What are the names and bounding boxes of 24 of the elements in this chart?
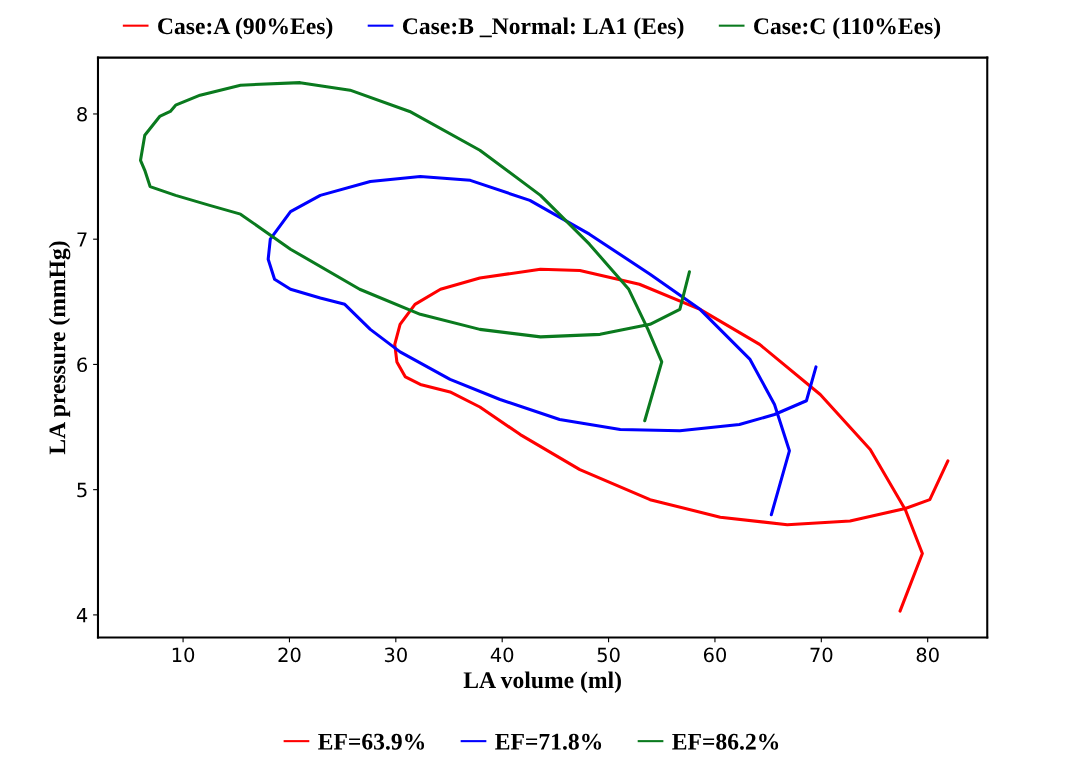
x-tick-label: 70 xyxy=(810,647,833,663)
x-tick-label: 50 xyxy=(597,647,620,663)
text: EF=71.8% xyxy=(495,733,602,750)
text: EF=86.2% xyxy=(672,733,779,750)
y-tick-label: 7 xyxy=(77,232,87,247)
x-tick-label: 40 xyxy=(490,647,514,663)
legend-label: Case:A (90%Ees) xyxy=(158,17,333,39)
x-tick-label: 20 xyxy=(278,647,301,663)
x-tick-label: 60 xyxy=(703,647,727,663)
line-series xyxy=(266,175,818,517)
line-series xyxy=(139,81,691,423)
x-axis-title: LA volume (ml) xyxy=(463,671,621,693)
x-tick-label: 30 xyxy=(384,647,407,663)
y-tick-label: 4 xyxy=(76,608,88,623)
x-tick-label: 10 xyxy=(172,647,195,663)
text: EF=63.9% xyxy=(318,733,425,750)
y-axis-title: LA pressure (mmHg) xyxy=(48,241,71,455)
legend-label: Case:B _Normal: LA1 (Ees) xyxy=(402,17,684,39)
line-series xyxy=(393,267,950,613)
y-tick-label: 6 xyxy=(77,357,88,373)
x-tick-label: 80 xyxy=(916,647,939,663)
y-tick-label: 8 xyxy=(77,106,87,122)
y-tick-label: 5 xyxy=(77,482,87,498)
legend-label: Case:C (110%Ees) xyxy=(754,17,941,39)
